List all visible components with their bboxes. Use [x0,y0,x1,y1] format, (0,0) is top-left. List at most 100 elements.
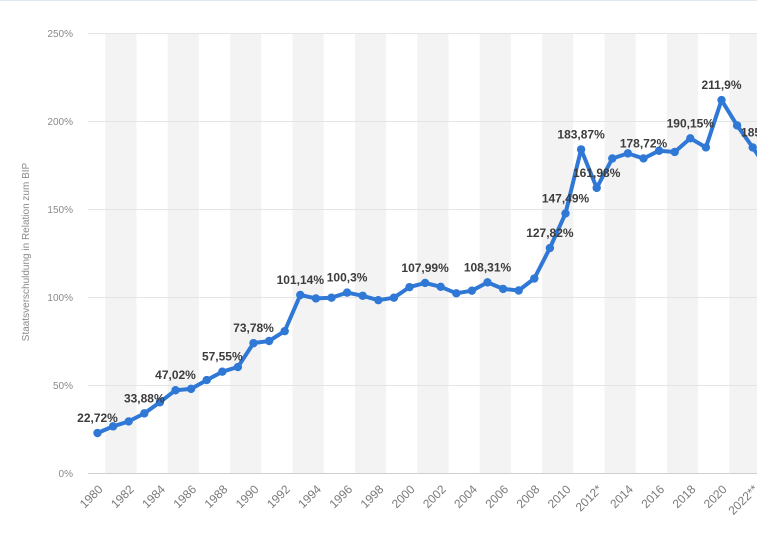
data-point [311,294,321,303]
data-point [233,362,243,372]
background-band [105,33,137,473]
x-tick-label: 1986 [170,482,199,511]
x-tick-label: 1992 [264,482,293,511]
background-band [167,33,199,473]
data-point [701,143,711,152]
data-points [93,95,757,438]
y-tick-label: 250% [47,29,73,40]
data-point [748,143,757,152]
x-tick-label: 2006 [482,482,511,511]
data-label: 147,49% [542,191,590,205]
data-point [342,288,352,297]
data-label: 47,02% [155,368,196,382]
data-label: 161,98% [573,166,621,180]
data-point [327,293,336,302]
data-label: 178,72% [620,136,668,150]
data-label: 190,15% [667,116,715,130]
x-tick-label: 2004 [451,482,480,511]
data-point [732,121,742,130]
data-point [686,134,695,143]
data-point [93,428,102,438]
data-point [436,282,445,291]
data-point [264,336,274,346]
data-point [452,289,461,298]
x-tick-label: 2022** [725,482,757,518]
x-tick-label: 2018 [670,482,699,511]
x-tick-label: 1990 [233,482,262,511]
data-point [186,384,196,394]
x-tick-label: 1994 [295,482,324,511]
data-label: 57,55% [202,350,243,364]
x-tick-label: 1984 [139,482,168,511]
background-bands [105,33,757,473]
data-point [639,154,648,163]
data-point [608,154,617,163]
data-label: 183,87% [557,127,605,141]
data-point [623,149,633,158]
data-point [374,295,383,305]
x-tick-label: 2000 [389,482,418,511]
data-point [717,95,726,105]
x-tick-label: 1988 [202,482,231,511]
y-tick-label: 150% [47,205,73,216]
x-tick-label: 2016 [638,482,667,511]
data-point [545,243,555,253]
x-tick-label: 1998 [358,482,387,511]
x-tick-label: 2012* [573,482,605,514]
data-label: 185, [741,125,757,139]
data-point [561,209,570,218]
background-band [604,33,636,473]
data-label: 211,9% [701,78,741,92]
data-label: 33,88% [124,391,165,405]
data-point [296,290,305,300]
background-band [354,33,387,473]
x-tick-label: 1982 [108,482,137,511]
background-band [666,33,699,473]
data-point [249,338,258,348]
x-tick-label: 2008 [514,482,543,511]
data-point [498,284,508,294]
data-label: 22,72% [77,411,118,425]
y-tick-label: 200% [47,117,73,128]
data-point [358,291,367,300]
data-label: 107,99% [401,261,449,275]
data-point [171,386,180,395]
data-point [592,183,601,193]
data-label: 101,14% [277,273,325,287]
data-point [405,282,414,292]
y-tick-label: 50% [53,381,73,392]
data-point [514,286,523,295]
data-point [420,278,430,288]
x-axis: 1980 1982 1984 1986 1988 1990 1992 1994 1996 1998… [77,482,757,518]
y-tick-label: 0% [59,469,74,480]
data-point [202,375,211,385]
data-point [389,293,399,302]
data-point [218,367,227,376]
background-band [479,33,511,473]
data-label: 127,82% [526,226,574,240]
data-point [140,409,149,418]
data-label: 73,78% [233,321,274,335]
data-point [108,422,118,431]
data-labels: 22,72% 33,88% 47,02% 57,55% 73,78% 101,14% 100… [77,78,757,425]
y-axis: 0% 50% 100% 150% 200% 250% [47,29,73,480]
x-tick-label: 1996 [326,482,355,511]
data-point [576,145,586,154]
top-border [0,0,757,1]
data-label: 100,3% [327,271,368,285]
data-point [155,398,165,407]
data-point [280,326,289,336]
background-band [417,33,449,473]
data-label: 108,31% [464,260,512,274]
background-band [292,33,324,473]
x-tick-label: 1980 [77,482,106,511]
x-tick-label: 2010 [545,482,574,511]
data-point [530,274,539,283]
background-band [230,33,262,473]
data-point [467,286,477,295]
data-point [670,147,679,157]
x-tick-label: 2002 [420,482,449,511]
data-point [124,417,133,426]
background-band [729,33,757,473]
